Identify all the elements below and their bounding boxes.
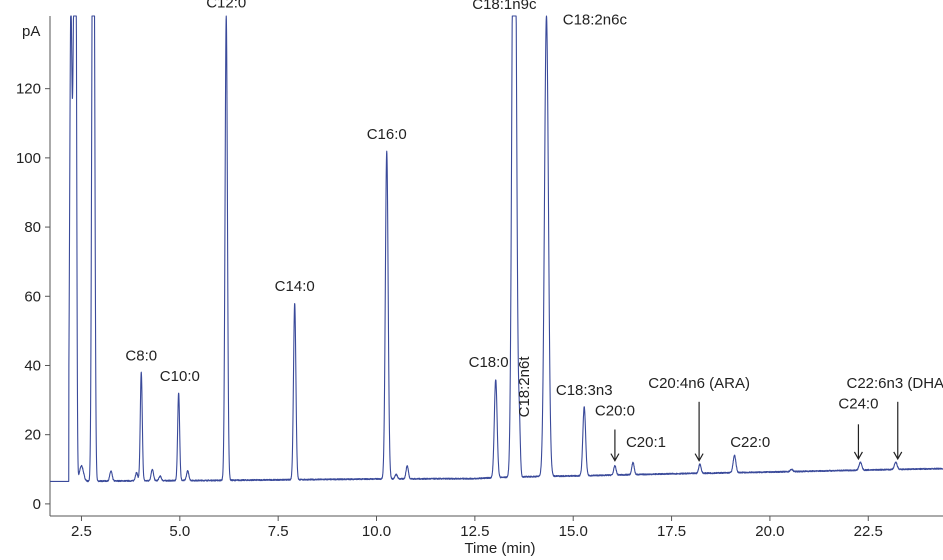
- peak-label-c24-0: C24:0: [838, 396, 878, 413]
- y-ticks: 0 20 40 60 80 100 120: [16, 81, 50, 513]
- peak-label-c12-0: C12:0: [206, 0, 246, 11]
- y-axis-title: pA: [22, 23, 40, 40]
- y-tick-label: 60: [24, 288, 41, 305]
- peak-label-c16-0: C16:0: [367, 126, 407, 143]
- peak-label-c18-1n9c: C18:1n9c: [472, 0, 537, 13]
- peak-label-c18-0: C18:0: [469, 354, 509, 371]
- peak-label-c18-3n3: C18:3n3: [556, 382, 613, 399]
- x-tick-label: 15.0: [559, 523, 588, 540]
- x-ticks: 2.5 5.0 7.5 10.0 12.5 15.0 17.5 20.0 22.5: [71, 516, 883, 540]
- peak-arrowhead: [893, 451, 903, 461]
- x-tick-label: 22.5: [854, 523, 883, 540]
- y-tick-label: 40: [24, 357, 41, 374]
- y-tick-label: 120: [16, 81, 41, 98]
- peak-label-c10-0: C10:0: [160, 368, 200, 385]
- peak-label-c22-0: C22:0: [730, 434, 770, 451]
- peak-arrowhead: [853, 451, 863, 461]
- peak-arrowhead: [610, 453, 620, 462]
- x-tick-label: 20.0: [755, 523, 784, 540]
- chromatogram-trace: [49, 15, 943, 483]
- x-tick-label: 12.5: [460, 523, 489, 540]
- y-tick-label: 20: [24, 427, 41, 444]
- peak-label-c18-2n6t: C18:2n6t: [516, 356, 533, 418]
- peak-label-c8-0: C8:0: [125, 347, 157, 364]
- y-tick-label: 80: [24, 219, 41, 236]
- x-tick-label: 17.5: [657, 523, 686, 540]
- x-axis-title: Time (min): [464, 540, 535, 557]
- y-tick-label: 0: [33, 496, 41, 513]
- peak-label-c20-1: C20:1: [626, 434, 666, 451]
- peak-label-c22-6n3-dha: C22:6n3 (DHA): [846, 375, 943, 392]
- peak-arrowhead: [694, 453, 704, 462]
- x-tick-label: 10.0: [362, 523, 391, 540]
- peak-label-c14-0: C14:0: [275, 278, 315, 295]
- peak-label-c18-2n6c: C18:2n6c: [563, 12, 628, 29]
- axes: [49, 16, 943, 517]
- peak-label-c20-0: C20:0: [595, 403, 635, 420]
- x-tick-label: 2.5: [71, 523, 92, 540]
- peak-label-c20-4n6-ara: C20:4n6 (ARA): [648, 375, 750, 392]
- y-tick-label: 100: [16, 150, 41, 167]
- x-tick-label: 5.0: [169, 523, 190, 540]
- x-tick-label: 7.5: [268, 523, 289, 540]
